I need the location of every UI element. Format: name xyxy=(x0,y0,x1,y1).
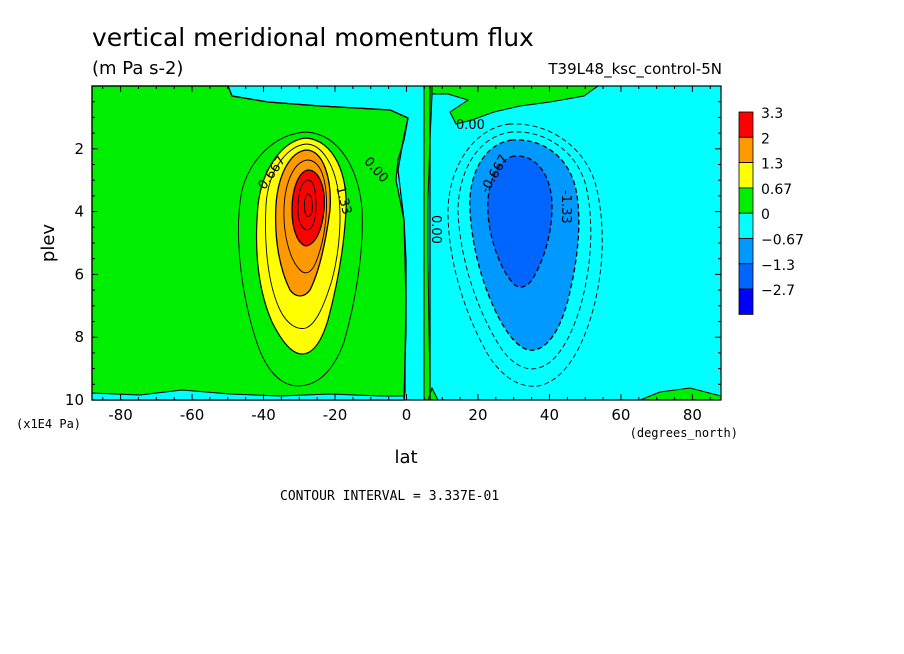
legend-swatch xyxy=(738,162,754,189)
legend-swatch xyxy=(738,238,754,265)
positive-contour-lines xyxy=(238,131,363,387)
x-tick-label: 80 xyxy=(683,406,702,424)
legend-label: 2 xyxy=(761,131,770,147)
negative-contour-lines xyxy=(447,123,603,387)
legend-swatch xyxy=(738,136,754,164)
x-tick-label: -80 xyxy=(108,406,133,424)
y-axis-label: plev xyxy=(38,224,59,263)
y-tick-label: 2 xyxy=(74,140,84,158)
legend-label: −2.7 xyxy=(761,283,795,299)
positive-region xyxy=(91,85,409,401)
x-tick-label: 20 xyxy=(468,406,487,424)
contour-label: -1.33 xyxy=(558,190,573,224)
x-tick-label: 40 xyxy=(540,406,559,424)
legend-swatch xyxy=(738,212,754,239)
x-tick-label: -20 xyxy=(323,406,348,424)
contour-interval: CONTOUR INTERVAL = 3.337E-01 xyxy=(280,489,499,504)
y-tick-label: 4 xyxy=(74,203,84,221)
x-tick-label: 60 xyxy=(611,406,630,424)
legend-swatch xyxy=(738,111,754,138)
y-tick-label: 6 xyxy=(74,265,84,283)
contour-label: 1.33 xyxy=(332,185,354,217)
y-tick-label: 8 xyxy=(74,328,84,346)
y-axis: 2 4 6 8 10 xyxy=(65,101,721,409)
zero-contour-lines xyxy=(227,85,431,401)
plot-area xyxy=(91,85,722,401)
legend-label: −0.67 xyxy=(761,233,804,249)
contour-label: 0.00 xyxy=(428,215,443,244)
legend-label: 1.3 xyxy=(761,157,783,173)
y-tick-label: 10 xyxy=(65,391,84,409)
x-tick-label: 0 xyxy=(402,406,412,424)
legend-label: −1.3 xyxy=(761,258,795,274)
legend-swatch xyxy=(738,187,754,214)
x-tick-label: -40 xyxy=(251,406,276,424)
y-axis-units: (x1E4 Pa) xyxy=(16,417,81,431)
color-legend: 3.3 2 1.3 0.67 0 −0.67 −1.3 −2.7 xyxy=(738,106,804,315)
legend-swatch xyxy=(738,288,754,315)
chart-units: (m Pa s-2) xyxy=(92,58,183,79)
legend-label: 0 xyxy=(761,207,770,223)
legend-swatch xyxy=(738,263,754,290)
legend-label: 0.67 xyxy=(761,182,792,198)
legend-label: 3.3 xyxy=(761,106,783,122)
chart-title: vertical meridional momentum flux xyxy=(92,23,534,52)
x-tick-label: -60 xyxy=(180,406,205,424)
contour-label: 0.00 xyxy=(456,118,485,133)
x-axis-units: (degrees_north) xyxy=(630,426,738,440)
positive-region-upper-right xyxy=(431,85,600,125)
x-axis-label: lat xyxy=(394,447,417,468)
x-axis: -80 -60 -40 -20 0 20 40 60 80 xyxy=(102,86,711,424)
contour-neg-1.33 xyxy=(487,155,553,288)
run-label: T39L48_ksc_control-5N xyxy=(547,60,722,79)
